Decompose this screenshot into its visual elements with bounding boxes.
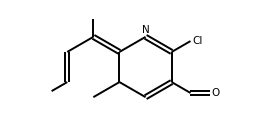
Text: O: O (212, 88, 220, 98)
Text: Cl: Cl (192, 36, 202, 46)
Text: N: N (142, 25, 149, 35)
